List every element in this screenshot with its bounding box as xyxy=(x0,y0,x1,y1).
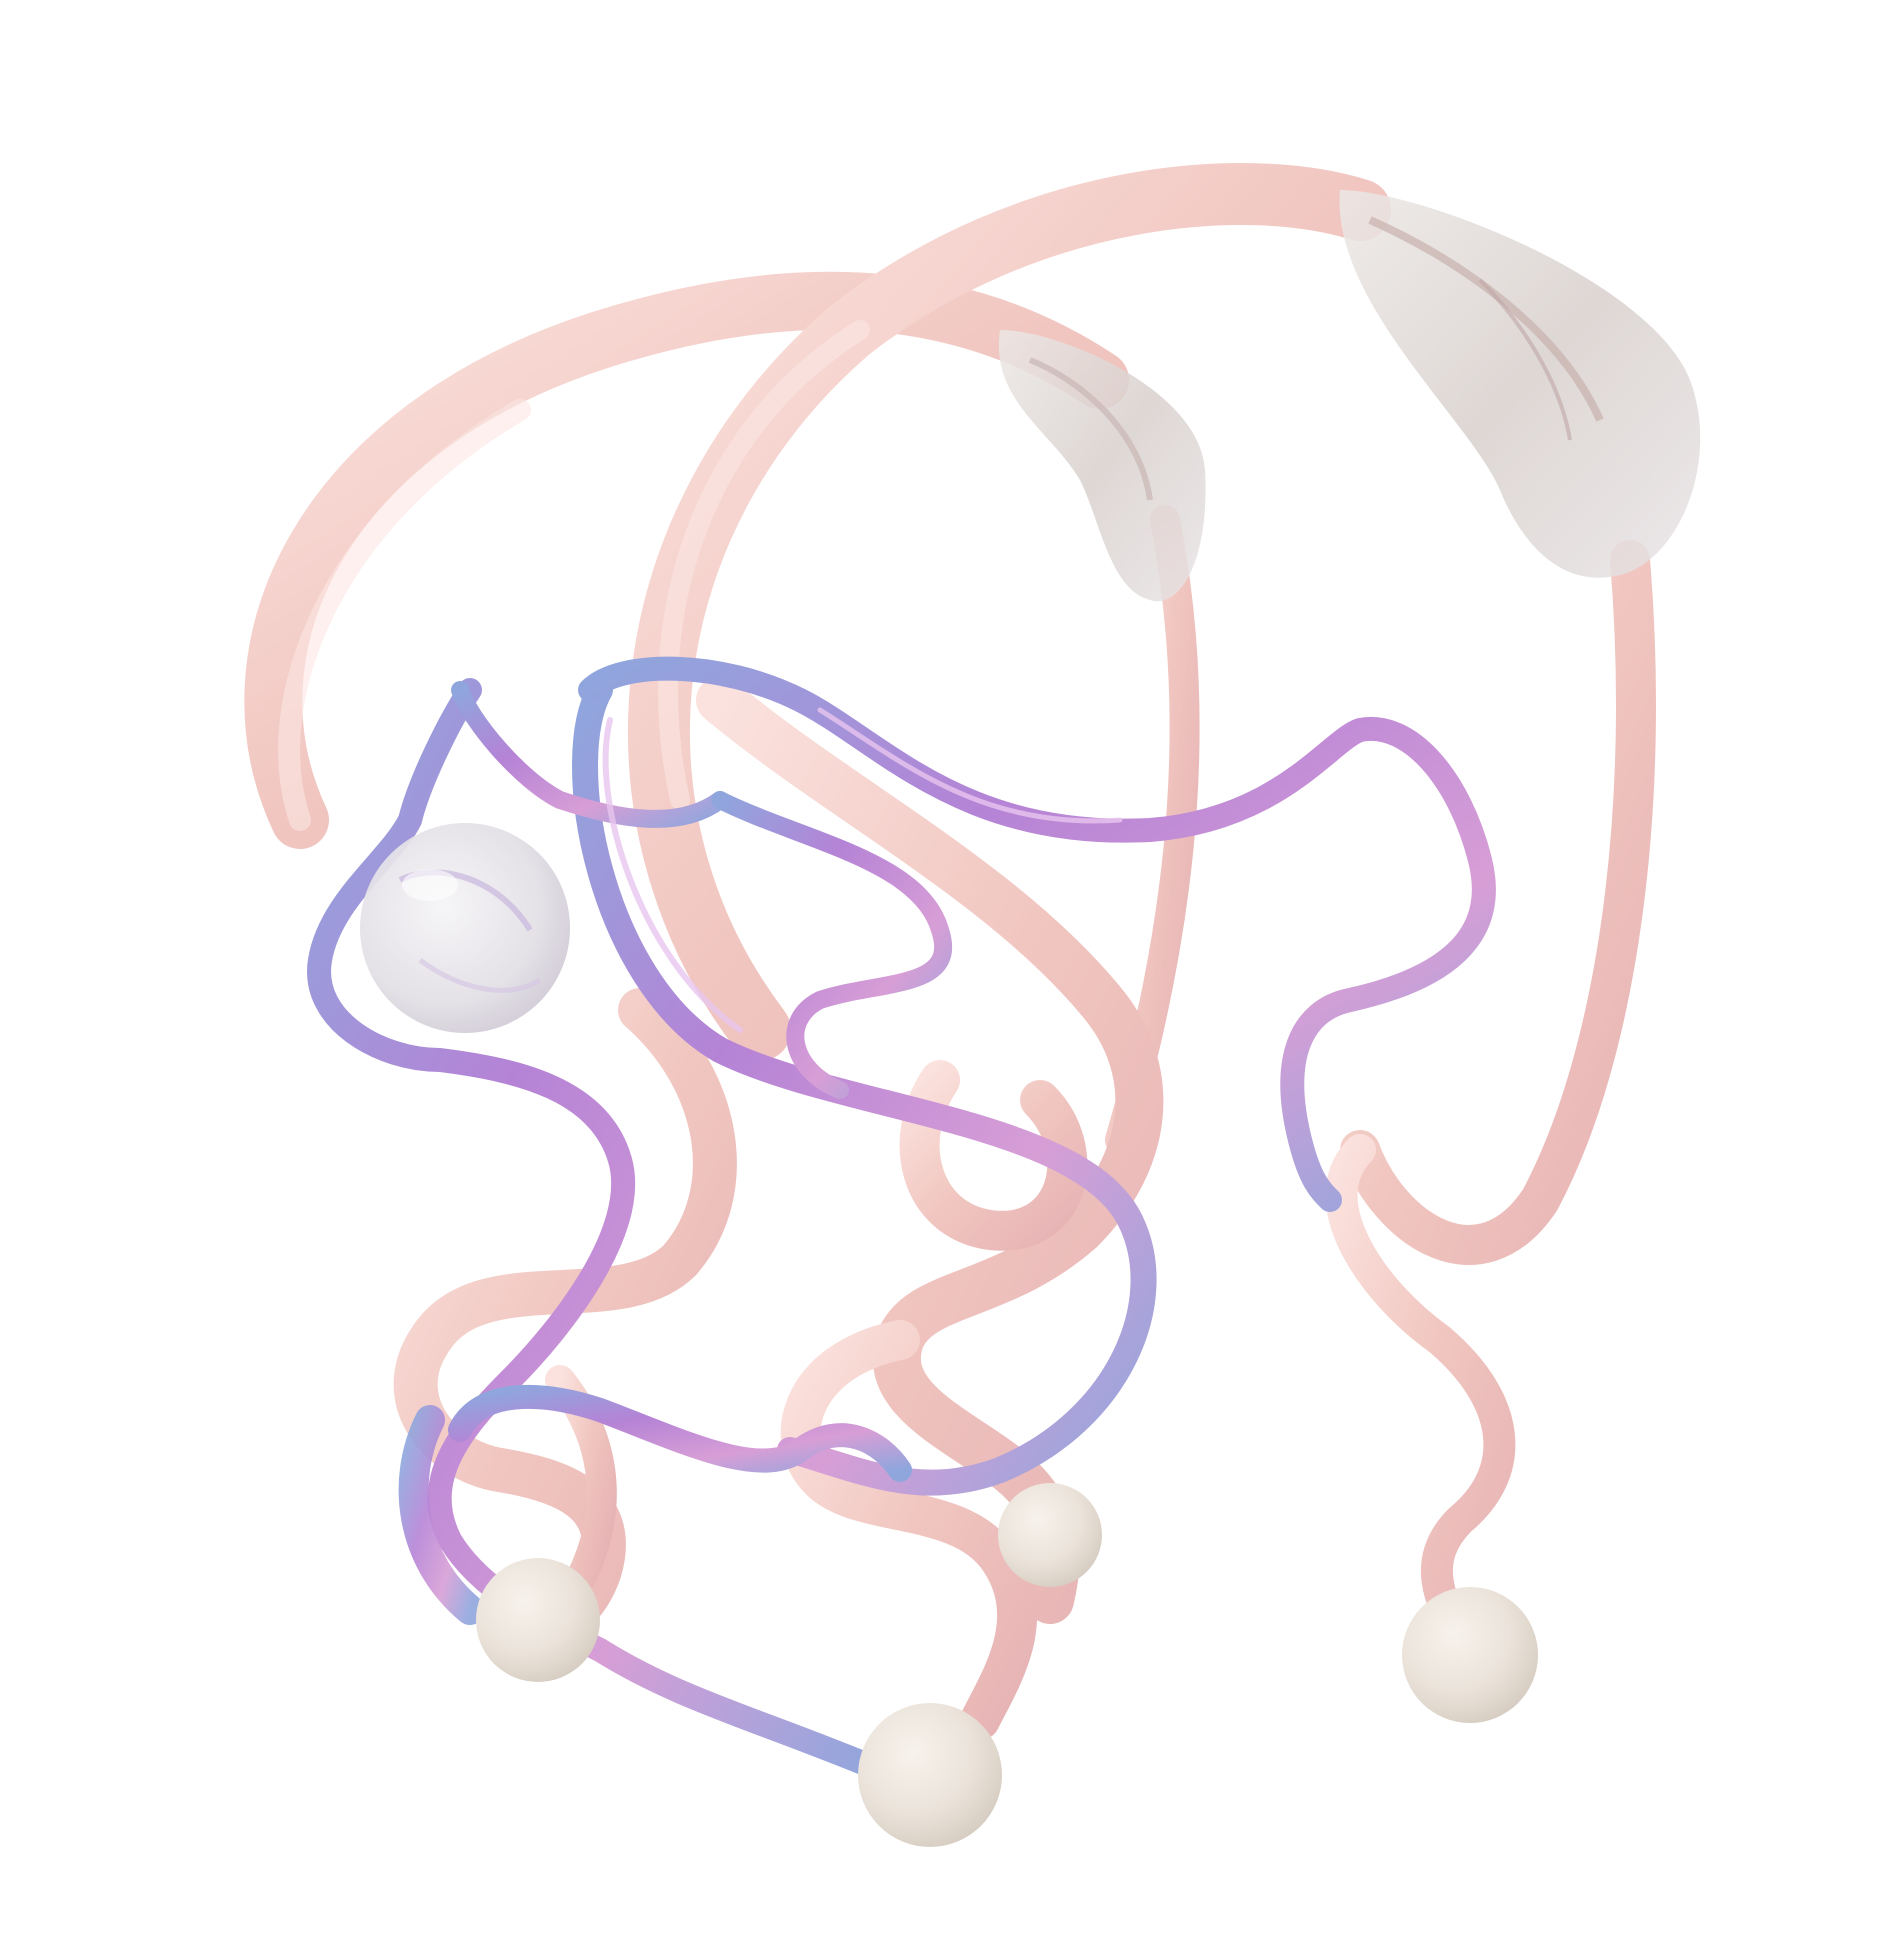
beads xyxy=(476,1483,1538,1847)
pink-tail-right xyxy=(1325,1134,1516,1656)
pink-arch-left xyxy=(244,271,1129,849)
iridescent-swirl-middle xyxy=(711,791,952,1099)
bead-right xyxy=(1402,1587,1538,1723)
iridescent-loop-top xyxy=(572,677,1157,1496)
pink-stem-right xyxy=(1340,540,1656,1265)
pink-wave-lower-mid xyxy=(780,1320,1038,1740)
bead-left xyxy=(476,1558,600,1682)
iridescent-curl-top xyxy=(451,681,729,828)
iridescent-loop-bottom xyxy=(448,1384,912,1482)
glass-pads xyxy=(998,190,1701,602)
glass-pad-right xyxy=(1339,190,1701,578)
iridescent-arc-right xyxy=(578,656,1496,1212)
glass-pad-left xyxy=(998,330,1206,602)
glass-sphere xyxy=(360,823,570,1033)
bead-mid xyxy=(998,1483,1102,1587)
bead-bottom xyxy=(858,1703,1002,1847)
